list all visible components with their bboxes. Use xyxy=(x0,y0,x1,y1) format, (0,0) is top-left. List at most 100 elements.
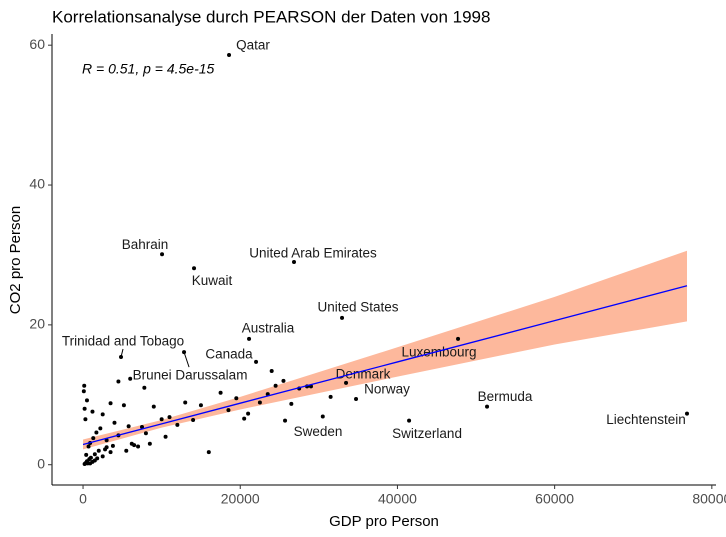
point-label: United States xyxy=(318,299,399,314)
point xyxy=(110,443,115,448)
x-tick-label: 0 xyxy=(79,491,87,507)
point-label: Switzerland xyxy=(392,426,462,441)
point xyxy=(86,444,91,449)
point-label: Denmark xyxy=(336,366,391,381)
point xyxy=(143,431,148,436)
point-label: Norway xyxy=(364,382,410,397)
point xyxy=(182,350,187,355)
point xyxy=(242,416,247,421)
point xyxy=(283,418,288,423)
point xyxy=(328,394,333,399)
point xyxy=(227,52,232,57)
confidence-band xyxy=(83,250,687,450)
point xyxy=(167,415,172,420)
point xyxy=(94,430,99,435)
point xyxy=(292,259,297,264)
point xyxy=(103,447,108,452)
point xyxy=(344,380,349,385)
chart-title: Korrelationsanalyse durch PEARSON der Da… xyxy=(52,7,490,26)
point-label: Brunei Darussalam xyxy=(133,368,248,383)
point xyxy=(246,411,251,416)
point xyxy=(136,444,141,449)
y-tick-label: 60 xyxy=(29,36,45,52)
point xyxy=(289,401,294,406)
y-tick-label: 20 xyxy=(29,316,45,332)
point xyxy=(91,436,96,441)
point xyxy=(456,336,461,341)
point xyxy=(88,455,93,460)
point xyxy=(132,443,137,448)
leader-line xyxy=(183,351,190,368)
point xyxy=(84,452,89,457)
point-label: Australia xyxy=(242,320,295,335)
point xyxy=(126,424,131,429)
point-label: Sweden xyxy=(294,424,343,439)
point xyxy=(124,448,129,453)
point xyxy=(83,417,88,422)
fit-line xyxy=(82,285,688,446)
point xyxy=(273,383,278,388)
point-label: Bahrain xyxy=(122,237,169,252)
point xyxy=(151,404,156,409)
x-tick-label: 60000 xyxy=(535,491,574,507)
point xyxy=(142,385,147,390)
point xyxy=(485,404,490,409)
point-label: Luxembourg xyxy=(402,344,477,359)
point xyxy=(98,426,103,431)
point xyxy=(81,389,86,394)
y-tick-label: 40 xyxy=(29,176,45,192)
point xyxy=(121,403,126,408)
point xyxy=(92,452,97,457)
y-tick-label: 0 xyxy=(37,455,45,471)
point-label: United Arab Emirates xyxy=(249,246,377,261)
point xyxy=(247,336,252,341)
point-label: Canada xyxy=(205,346,253,361)
point xyxy=(119,355,124,360)
point xyxy=(128,376,133,381)
point xyxy=(96,448,101,453)
point xyxy=(320,414,325,419)
point xyxy=(684,411,689,416)
annotation: R = 0.51, p = 4.5e-15 xyxy=(82,61,215,77)
point xyxy=(82,383,87,388)
point xyxy=(192,266,197,271)
x-tick-label: 20000 xyxy=(221,491,260,507)
point xyxy=(108,401,113,406)
point xyxy=(104,438,109,443)
point xyxy=(92,458,97,463)
point xyxy=(226,408,231,413)
point xyxy=(163,434,168,439)
point xyxy=(82,406,87,411)
x-tick-label: 40000 xyxy=(378,491,417,507)
point-label: Trinidad and Tobago xyxy=(62,334,184,349)
point xyxy=(206,450,211,455)
point xyxy=(407,418,412,423)
point-label: Kuwait xyxy=(192,273,233,288)
point xyxy=(254,359,259,364)
point xyxy=(218,390,223,395)
point xyxy=(183,400,188,405)
point xyxy=(100,454,105,459)
point xyxy=(84,398,89,403)
point xyxy=(159,417,164,422)
point xyxy=(108,450,113,455)
point xyxy=(90,409,95,414)
point xyxy=(116,379,121,384)
point xyxy=(147,441,152,446)
point xyxy=(191,417,196,422)
point-label: Liechtenstein xyxy=(606,412,686,427)
point xyxy=(340,315,345,320)
point xyxy=(160,252,165,257)
point xyxy=(234,396,239,401)
point xyxy=(269,369,274,374)
point xyxy=(354,396,359,401)
point xyxy=(112,420,117,425)
point-label: Bermuda xyxy=(478,389,533,404)
point-label: Qatar xyxy=(236,38,270,53)
x-axis-label: GDP pro Person xyxy=(329,513,439,530)
point xyxy=(100,412,105,417)
point xyxy=(88,461,93,466)
y-axis-label: CO2 pro Person xyxy=(7,206,24,314)
